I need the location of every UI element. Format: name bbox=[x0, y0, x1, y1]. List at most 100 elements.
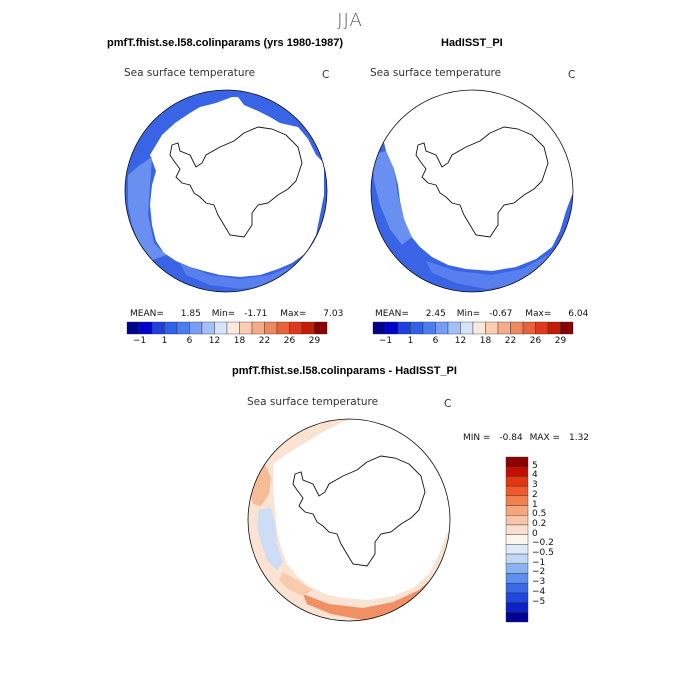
colorbar-swatch bbox=[505, 582, 529, 594]
colorbar-swatch bbox=[505, 524, 529, 535]
panel3-min-label: MIN = bbox=[463, 433, 491, 443]
colorbar-tick-label: 22 bbox=[504, 336, 517, 346]
colorbar-swatch bbox=[239, 321, 253, 335]
colorbar-tick-label: 5 bbox=[532, 460, 538, 471]
panel1-colorbar-tick-labels: −1 1 6 12 18 22 26 29 bbox=[127, 336, 327, 348]
colorbar-swatch bbox=[505, 612, 529, 623]
panel2-title: HadISST_PI bbox=[441, 37, 503, 49]
colorbar-tick-label: 0.2 bbox=[532, 518, 547, 529]
colorbar-swatch bbox=[485, 321, 499, 335]
colorbar-swatch bbox=[505, 534, 529, 545]
colorbar-tick-label: 3 bbox=[532, 480, 538, 491]
panel3-antarctica-coastline bbox=[292, 455, 426, 567]
colorbar-swatch bbox=[460, 321, 474, 335]
panel1-map bbox=[124, 89, 328, 293]
panel1-max-value: 7.03 bbox=[323, 309, 344, 319]
colorbar-tick-label: −2 bbox=[532, 567, 546, 578]
panel2-antarctica-coastline bbox=[415, 126, 549, 238]
panel1-title: pmfT.fhist.se.l58.colinparams (yrs 1980-… bbox=[107, 37, 343, 49]
colorbar-tick-label: −1 bbox=[378, 336, 393, 346]
colorbar-tick-label: −1 bbox=[532, 557, 546, 568]
colorbar-swatch bbox=[372, 321, 386, 335]
colorbar-swatch bbox=[505, 495, 529, 506]
panel3-colorbar bbox=[505, 456, 529, 623]
panel3-max-label: MAX = bbox=[529, 433, 561, 443]
colorbar-swatch bbox=[139, 321, 153, 335]
colorbar-swatch bbox=[505, 456, 529, 467]
colorbar-swatch bbox=[264, 321, 278, 335]
panel2-max-label: Max= bbox=[525, 309, 552, 319]
colorbar-tick-label: −1 bbox=[132, 336, 147, 346]
colorbar-swatch bbox=[547, 321, 561, 335]
panel2-colorbar bbox=[372, 321, 574, 335]
colorbar-swatch bbox=[560, 321, 574, 335]
colorbar-tick-label: −5 bbox=[532, 596, 546, 607]
colorbar-swatch bbox=[397, 321, 411, 335]
figure-season-title: JJA bbox=[337, 10, 363, 31]
panel1-unit: C bbox=[322, 69, 330, 81]
colorbar-tick-label: −4 bbox=[532, 586, 546, 597]
colorbar-swatch bbox=[385, 321, 399, 335]
panel2-mean-value: 2.45 bbox=[425, 309, 446, 319]
panel3-max-value: 1.32 bbox=[568, 433, 590, 443]
colorbar-tick-label: 1 bbox=[532, 499, 538, 510]
colorbar-swatch bbox=[201, 321, 215, 335]
colorbar-tick-label: 6 bbox=[432, 336, 439, 346]
colorbar-swatch bbox=[522, 321, 536, 335]
colorbar-swatch bbox=[276, 321, 290, 335]
colorbar-tick-label: 29 bbox=[308, 336, 321, 346]
panel1-mean-label: MEAN= bbox=[130, 309, 164, 319]
colorbar-tick-label: −0.5 bbox=[532, 548, 554, 559]
colorbar-swatch bbox=[447, 321, 461, 335]
colorbar-swatch bbox=[251, 321, 265, 335]
colorbar-tick-label: −3 bbox=[532, 577, 546, 588]
colorbar-tick-label: 18 bbox=[233, 336, 246, 346]
panel3-min-value: -0.84 bbox=[499, 433, 523, 443]
panel3-colorbar-tick-labels: 5 4 3 2 1 0.5 0.2 0 −0.2 −0.5 −1 −2 −3 −4 −5 bbox=[532, 457, 572, 622]
colorbar-swatch bbox=[505, 485, 529, 497]
panel2-min-value: -0.67 bbox=[489, 309, 513, 319]
panel1-mean-value: 1.85 bbox=[180, 309, 201, 319]
panel1-colorbar bbox=[126, 321, 328, 335]
colorbar-swatch bbox=[189, 321, 203, 335]
panel3-diff-mid-south bbox=[279, 572, 313, 596]
colorbar-swatch bbox=[510, 321, 524, 335]
panel3-stats: MIN = -0.84 MAX = 1.32 bbox=[463, 433, 589, 443]
panel2-colorbar-tick-labels: −1 1 6 12 18 22 26 29 bbox=[373, 336, 573, 348]
colorbar-tick-label: 6 bbox=[186, 336, 193, 346]
colorbar-swatch bbox=[505, 476, 529, 487]
colorbar-swatch bbox=[301, 321, 315, 335]
colorbar-swatch bbox=[435, 321, 449, 335]
colorbar-swatch bbox=[505, 573, 529, 584]
colorbar-tick-label: 0 bbox=[532, 528, 538, 539]
panel1-antarctica-coastline bbox=[169, 126, 303, 238]
colorbar-swatch bbox=[505, 602, 529, 613]
panel1-min-value: -1.71 bbox=[244, 309, 268, 319]
panel1-stats: MEAN= 1.85 Min= -1.71 Max= 7.03 bbox=[130, 309, 343, 319]
colorbar-swatch bbox=[164, 321, 178, 335]
colorbar-swatch bbox=[422, 321, 436, 335]
panel3-title: pmfT.fhist.se.l58.colinparams - HadISST_… bbox=[232, 365, 457, 377]
panel2-field-label: Sea surface temperature bbox=[370, 67, 502, 79]
colorbar-tick-label: 1 bbox=[407, 336, 414, 346]
colorbar-tick-label: 4 bbox=[532, 470, 538, 481]
colorbar-tick-label: 22 bbox=[258, 336, 271, 346]
panel2-unit: C bbox=[568, 69, 576, 81]
colorbar-tick-label: 12 bbox=[454, 336, 467, 346]
panel3-map bbox=[247, 418, 451, 622]
colorbar-swatch bbox=[126, 321, 140, 335]
panel3-diff-cool-west bbox=[257, 508, 283, 570]
panel2-sst-field bbox=[371, 90, 573, 292]
colorbar-tick-label: −0.2 bbox=[532, 538, 554, 549]
colorbar-swatch bbox=[505, 563, 529, 574]
panel2-map bbox=[370, 89, 574, 293]
colorbar-swatch bbox=[505, 466, 529, 477]
colorbar-tick-label: 0.5 bbox=[532, 509, 547, 520]
colorbar-tick-label: 26 bbox=[283, 336, 296, 346]
panel2-mean-label: MEAN= bbox=[375, 309, 409, 319]
colorbar-tick-label: 26 bbox=[529, 336, 542, 346]
colorbar-swatch bbox=[497, 321, 511, 335]
panel1-sst-cool-band bbox=[128, 157, 166, 261]
colorbar-swatch bbox=[176, 321, 190, 335]
colorbar-swatch bbox=[505, 515, 529, 526]
